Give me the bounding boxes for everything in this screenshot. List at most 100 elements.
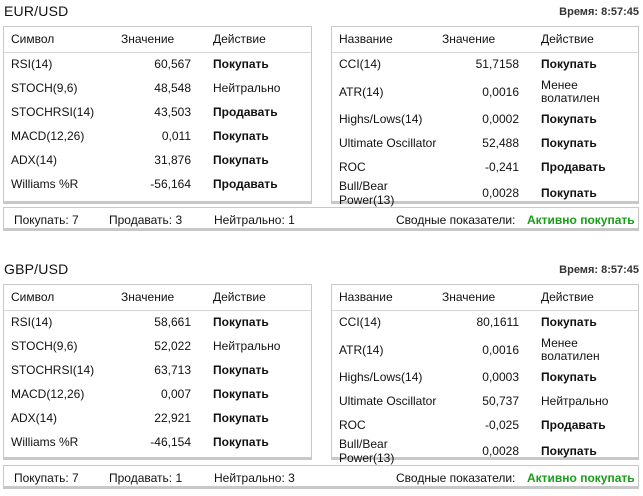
indicator-name: MACD(12,26)	[11, 387, 85, 401]
table-row: Williams %R -46,154 Покупать	[4, 430, 311, 454]
indicator-name: Williams %R	[11, 435, 79, 449]
indicator-action: Покупать	[541, 57, 597, 72]
indicator-action: Покупать	[541, 444, 597, 458]
indicator-name: Ultimate Oscillator	[339, 136, 437, 150]
table-header: Название Значение Действие	[332, 285, 638, 311]
indicator-action: Покупать	[213, 153, 269, 167]
col-action: Действие	[203, 27, 311, 53]
table-row: ATR(14) 0,0016 Менее волатилен	[332, 334, 638, 365]
table-row: RSI(14) 58,661 Покупать	[4, 310, 311, 334]
indicator-name: STOCHRSI(14)	[11, 105, 95, 119]
pair-title[interactable]: GBP/USD	[4, 261, 68, 277]
col-value: Значение	[442, 285, 531, 311]
summary-buy-count: Покупать: 7	[14, 471, 79, 485]
pair-separator: /	[34, 261, 39, 277]
table-row: Williams %R -56,164 Продавать	[4, 172, 311, 196]
indicator-name: ROC	[339, 160, 366, 174]
pair-quote: USD	[38, 3, 69, 19]
col-name: Название	[332, 285, 442, 311]
col-symbol: Символ	[4, 27, 121, 53]
indicator-value: 48,548	[154, 81, 191, 95]
indicator-value: -0,241	[484, 160, 519, 174]
indicator-value: 0,0028	[482, 444, 519, 458]
indicator-action: Покупать	[541, 136, 597, 150]
pair-title[interactable]: EUR/USD	[4, 3, 68, 19]
table-header: Символ Значение Действие	[4, 27, 311, 53]
indicator-value: -0,025	[484, 418, 519, 432]
indicator-action: Продавать	[541, 160, 606, 174]
summary-verdict: Активно покупать	[527, 213, 635, 227]
oscillators-table-left: Символ Значение Действие RSI(14) 58,661 По…	[3, 284, 312, 460]
indicator-value: 63,713	[154, 363, 191, 377]
table-row: Highs/Lows(14) 0,0003 Покупать	[332, 365, 638, 389]
indicator-value: -56,164	[150, 177, 191, 191]
indicator-action: Покупать	[541, 112, 597, 126]
table-row: ADX(14) 31,876 Покупать	[4, 148, 311, 172]
indicator-value: 50,737	[482, 394, 519, 408]
eurusd-section: EUR/USD Время: 8:57:45 Символ Значение Д…	[0, 0, 643, 231]
section-header: GBP/USD Время: 8:57:45	[0, 258, 643, 280]
table-header: Название Значение Действие	[332, 27, 638, 53]
indicator-action: Нейтрально	[541, 394, 609, 408]
indicator-action: Покупать	[213, 129, 269, 143]
indicator-value: 52,488	[482, 136, 519, 150]
table-body: RSI(14) 60,567 Покупать STOCH(9,6) 48,548 Ней…	[4, 52, 311, 196]
indicator-value: 31,876	[154, 153, 191, 167]
col-value: Значение	[442, 27, 531, 53]
indicator-value: 0,0002	[482, 112, 519, 126]
pair-separator: /	[34, 3, 39, 19]
indicator-name: ROC	[339, 418, 366, 432]
summary-bar: Покупать: 7 Продавать: 3 Нейтрально: 1 С…	[3, 207, 639, 231]
indicator-name: CCI(14)	[339, 315, 382, 330]
table-body: CCI(14) 80,1611 Покупать ATR(14) 0,0016 Менее…	[332, 310, 638, 465]
summary-neutral-count: Нейтрально: 3	[214, 471, 295, 485]
table-row: STOCHRSI(14) 63,713 Покупать	[4, 358, 311, 382]
table-header: Символ Значение Действие	[4, 285, 311, 311]
indicator-name: ATR(14)	[339, 342, 384, 357]
summary-sell-count: Продавать: 1	[109, 471, 183, 485]
section-header: EUR/USD Время: 8:57:45	[0, 0, 643, 22]
indicator-value: 52,022	[154, 339, 191, 353]
indicator-name: Bull/Bear Power(13)	[339, 437, 395, 465]
indicator-value: 80,1611	[476, 315, 520, 330]
indicator-action: Нейтрально	[213, 339, 281, 353]
oscillators-table-right: Название Значение Действие CCI(14) 51,715…	[331, 26, 639, 207]
indicator-value: 0,0016	[482, 342, 519, 357]
indicator-action: Покупать	[213, 435, 269, 449]
indicator-action: Покупать	[541, 315, 597, 330]
indicator-action: Покупать	[213, 411, 269, 425]
indicator-value: 43,503	[154, 105, 191, 119]
indicator-action: Нейтрально	[213, 81, 281, 95]
table-row: Ultimate Oscillator 50,737 Нейтрально	[332, 389, 638, 413]
table-row: Bull/Bear Power(13) 0,0028 Покупать	[332, 179, 638, 207]
indicator-name: Highs/Lows(14)	[339, 112, 423, 126]
table-row: ATR(14) 0,0016 Менее волатилен	[332, 76, 638, 107]
col-action: Действие	[203, 285, 311, 311]
indicator-action: Покупать	[213, 387, 269, 401]
indicator-name: ATR(14)	[339, 84, 384, 99]
table-row: STOCH(9,6) 48,548 Нейтрально	[4, 76, 311, 100]
indicator-value: 58,661	[154, 315, 191, 330]
indicator-name: Ultimate Oscillator	[339, 394, 437, 408]
table-row: MACD(12,26) 0,007 Покупать	[4, 382, 311, 406]
indicator-value: 0,0016	[482, 84, 519, 99]
summary-buy-count: Покупать: 7	[14, 213, 79, 227]
update-time: Время: 8:57:45	[559, 264, 639, 276]
col-value: Значение	[121, 285, 203, 311]
indicator-action: Покупать	[541, 370, 597, 384]
indicator-action: Продавать	[213, 177, 278, 191]
pair-base: EUR	[4, 3, 35, 19]
indicator-name: Bull/Bear Power(13)	[339, 179, 395, 207]
col-action: Действие	[531, 285, 638, 311]
indicator-action: Покупать	[213, 315, 269, 330]
indicator-action: Покупать	[213, 57, 269, 72]
indicator-name: STOCH(9,6)	[11, 81, 78, 95]
indicator-name: ADX(14)	[11, 153, 58, 167]
summary-bar: Покупать: 7 Продавать: 1 Нейтрально: 3 С…	[3, 465, 639, 489]
indicator-value: 0,007	[160, 387, 191, 401]
indicator-value: 22,921	[154, 411, 191, 425]
table-row: STOCH(9,6) 52,022 Нейтрально	[4, 334, 311, 358]
summary-neutral-count: Нейтрально: 1	[214, 213, 295, 227]
indicator-action: Менее волатилен	[541, 77, 600, 105]
indicator-action: Продавать	[541, 418, 606, 432]
